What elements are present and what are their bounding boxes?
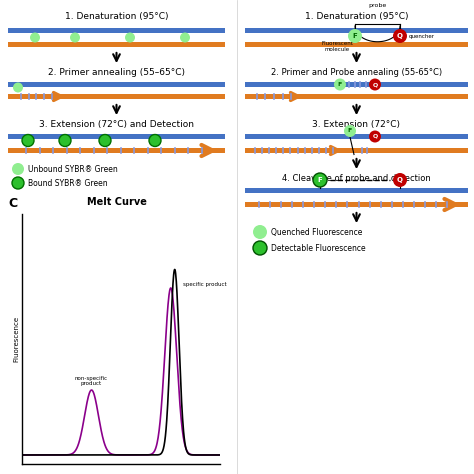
Text: probe: probe <box>368 3 387 8</box>
Circle shape <box>59 135 71 146</box>
Circle shape <box>334 79 346 91</box>
Bar <box>245 148 468 153</box>
Text: Detectable Fluorescence: Detectable Fluorescence <box>271 244 365 253</box>
Bar <box>245 82 468 87</box>
Text: Quenched Fluorescence: Quenched Fluorescence <box>271 228 363 237</box>
Bar <box>8 28 225 33</box>
Bar <box>8 134 225 139</box>
Text: Q: Q <box>373 134 378 139</box>
Text: C: C <box>8 197 17 210</box>
Circle shape <box>12 163 24 175</box>
Circle shape <box>149 135 161 146</box>
Circle shape <box>253 241 267 255</box>
Text: 1. Denaturation (95°C): 1. Denaturation (95°C) <box>305 12 408 21</box>
Text: Q: Q <box>373 82 378 87</box>
Circle shape <box>393 173 407 187</box>
Text: Bound SYBR® Green: Bound SYBR® Green <box>28 179 108 188</box>
Text: specific product: specific product <box>182 282 226 287</box>
Text: Q: Q <box>397 177 403 183</box>
Circle shape <box>22 135 34 146</box>
Circle shape <box>369 79 381 91</box>
Circle shape <box>12 177 24 189</box>
Text: F: F <box>318 177 322 183</box>
Text: 1. Denaturation (95°C): 1. Denaturation (95°C) <box>65 12 168 21</box>
Bar <box>245 28 468 33</box>
Text: F: F <box>348 128 352 134</box>
Text: F: F <box>338 82 342 87</box>
Text: Unbound SYBR® Green: Unbound SYBR® Green <box>28 164 118 173</box>
Circle shape <box>393 29 407 43</box>
Bar <box>245 42 468 47</box>
Bar <box>245 188 468 193</box>
Text: quencher: quencher <box>409 34 435 38</box>
Circle shape <box>13 82 23 92</box>
Text: 4. Cleavage of probe and detection: 4. Cleavage of probe and detection <box>282 174 431 183</box>
Bar <box>245 134 468 139</box>
Circle shape <box>348 29 362 43</box>
Text: non-specific
product: non-specific product <box>75 375 108 386</box>
Text: Melt Curve: Melt Curve <box>87 197 146 207</box>
Text: Fluorescent
molecule: Fluorescent molecule <box>321 41 353 52</box>
Bar <box>245 94 468 99</box>
Text: 3. Extension (72°C) and Detection: 3. Extension (72°C) and Detection <box>39 120 194 129</box>
Bar <box>8 148 225 153</box>
Text: 2. Primer and Probe annealing (55-65°C): 2. Primer and Probe annealing (55-65°C) <box>271 68 442 77</box>
Circle shape <box>344 125 356 137</box>
Circle shape <box>369 130 381 143</box>
Bar <box>8 42 225 47</box>
Y-axis label: Fluorescence: Fluorescence <box>13 316 19 362</box>
Circle shape <box>313 173 327 187</box>
Circle shape <box>125 33 135 43</box>
Text: F: F <box>353 33 357 39</box>
Bar <box>245 202 468 207</box>
Text: 2. Primer annealing (55–65°C): 2. Primer annealing (55–65°C) <box>48 68 185 77</box>
Circle shape <box>99 135 111 146</box>
Circle shape <box>70 33 80 43</box>
Circle shape <box>253 225 267 239</box>
Circle shape <box>180 33 190 43</box>
Text: Q: Q <box>397 33 403 39</box>
Bar <box>8 82 225 87</box>
Circle shape <box>30 33 40 43</box>
Bar <box>8 94 225 99</box>
Text: 3. Extension (72°C): 3. Extension (72°C) <box>312 120 401 129</box>
